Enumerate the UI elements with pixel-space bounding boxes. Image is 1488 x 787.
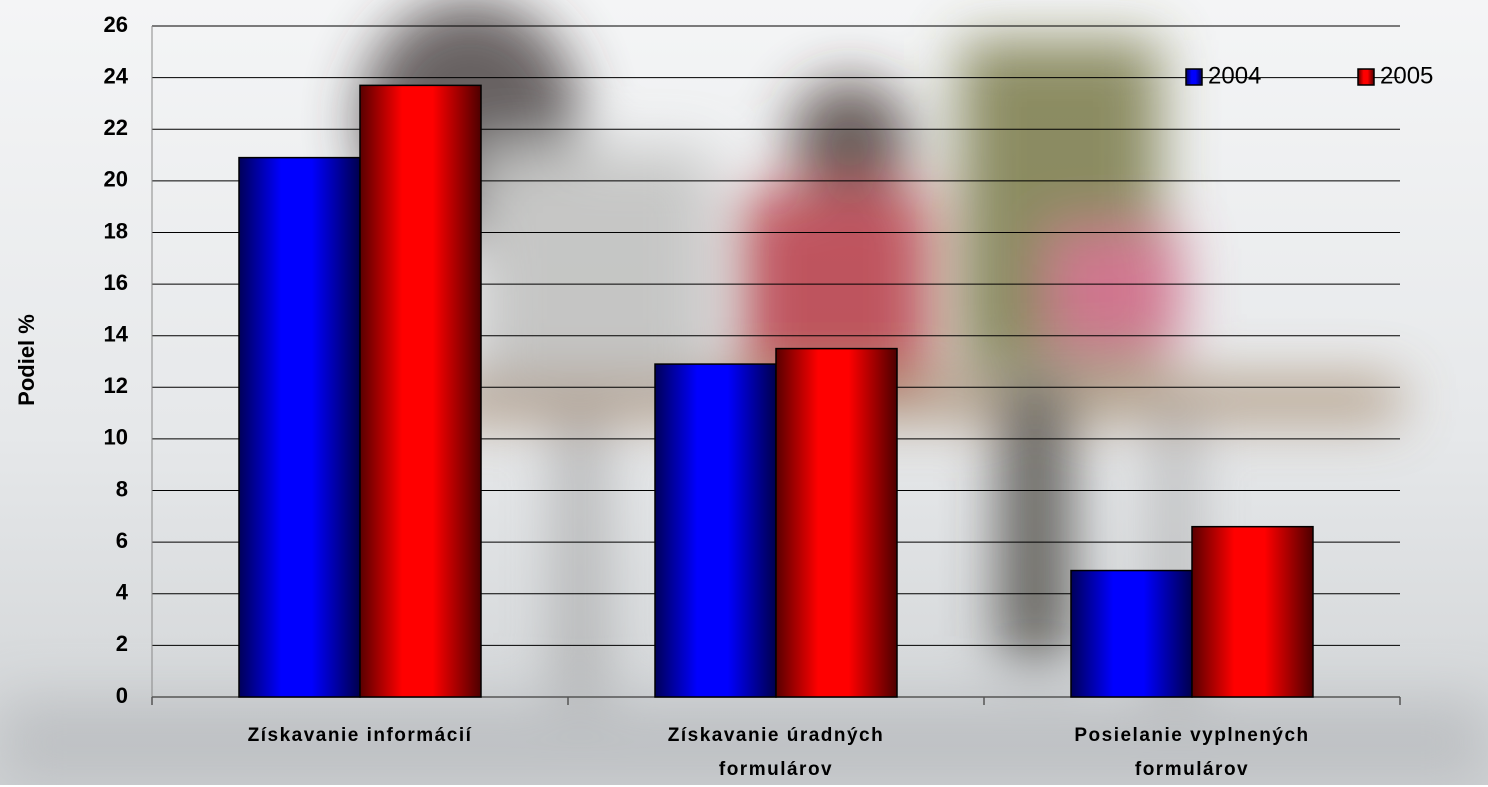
y-axis-label: Podiel % <box>14 314 39 406</box>
bar <box>239 158 360 697</box>
y-tick-label: 10 <box>104 425 128 450</box>
y-tick-label: 4 <box>116 580 129 605</box>
x-tick-label: Získavanie informácií <box>200 719 520 753</box>
chart: Podiel % 0246810121416182022242620042005 <box>0 0 1488 785</box>
page: Podiel % 0246810121416182022242620042005… <box>0 0 1488 785</box>
y-tick-label: 22 <box>104 115 128 140</box>
legend-label: 2005 <box>1380 62 1433 89</box>
y-tick-label: 6 <box>116 528 128 553</box>
bar <box>655 364 776 697</box>
legend-label: 2004 <box>1208 62 1261 89</box>
bar <box>360 85 481 697</box>
legend-swatch <box>1358 69 1374 85</box>
bar <box>776 349 897 697</box>
y-tick-label: 12 <box>104 373 128 398</box>
y-tick-label: 26 <box>104 12 128 37</box>
y-tick-label: 16 <box>104 270 128 295</box>
y-tick-label: 18 <box>104 218 128 243</box>
x-tick-label: Získavanie úradných formulárov <box>631 719 921 787</box>
y-tick-label: 14 <box>104 322 129 347</box>
y-tick-label: 24 <box>104 63 129 88</box>
bar <box>1071 571 1192 697</box>
y-tick-label: 20 <box>104 167 128 192</box>
bar <box>1192 527 1313 697</box>
y-tick-label: 2 <box>116 631 128 656</box>
legend-swatch <box>1186 69 1202 85</box>
y-tick-label: 0 <box>116 683 128 708</box>
y-tick-label: 8 <box>116 476 128 501</box>
x-tick-label: Posielanie vyplnených formulárov <box>1047 719 1337 787</box>
